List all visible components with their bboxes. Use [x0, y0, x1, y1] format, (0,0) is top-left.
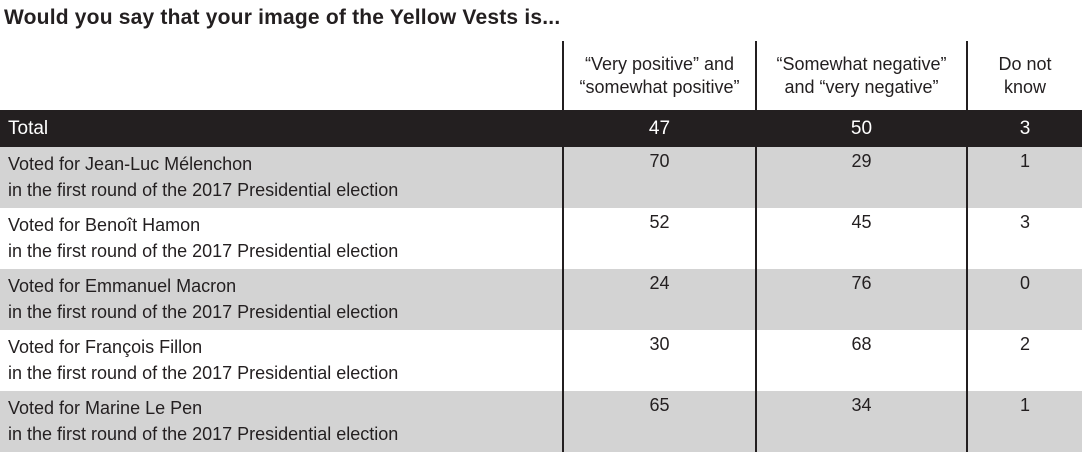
row-label-detail: in the first round of the 2017 President… [8, 424, 399, 444]
row-label-name: Voted for Jean-Luc Mélenchon [8, 154, 253, 174]
row-label-name: Voted for Benoît Hamon [8, 215, 201, 235]
row-label-detail: in the first round of the 2017 President… [8, 180, 399, 200]
column-header-positive-line2: “somewhat positive” [579, 76, 740, 97]
total-row: Total 47 50 3 [0, 110, 1082, 147]
negative-value: 34 [755, 391, 966, 452]
column-header-positive: “Very positive” and “somewhat positive” [562, 41, 755, 110]
column-header-positive-line1: “Very positive” and [584, 53, 735, 74]
positive-value: 52 [562, 208, 755, 269]
row-label: Voted for Emmanuel Macron in the first r… [0, 269, 562, 330]
row-label: Voted for François Fillon in the first r… [0, 330, 562, 391]
table-row-melenchon: Voted for Jean-Luc Mélenchon in the firs… [0, 147, 1082, 208]
row-label-detail: in the first round of the 2017 President… [8, 363, 399, 383]
row-label-name: Voted for François Fillon [8, 337, 203, 357]
header-spacer [0, 41, 562, 110]
dontknow-value: 1 [966, 391, 1082, 452]
positive-value: 24 [562, 269, 755, 330]
row-label-name: Voted for Marine Le Pen [8, 398, 203, 418]
table-row-macron: Voted for Emmanuel Macron in the first r… [0, 269, 1082, 330]
row-label: Voted for Jean-Luc Mélenchon in the firs… [0, 147, 562, 208]
positive-value: 70 [562, 147, 755, 208]
column-header-negative-line1: “Somewhat negative” [776, 53, 947, 74]
dontknow-value: 0 [966, 269, 1082, 330]
negative-value: 29 [755, 147, 966, 208]
dontknow-value: 3 [966, 208, 1082, 269]
table-row-fillon: Voted for François Fillon in the first r… [0, 330, 1082, 391]
total-positive-value: 47 [562, 110, 755, 147]
table-row-hamon: Voted for Benoît Hamon in the first roun… [0, 208, 1082, 269]
dontknow-value: 2 [966, 330, 1082, 391]
row-label-detail: in the first round of the 2017 President… [8, 241, 399, 261]
row-label: Voted for Benoît Hamon in the first roun… [0, 208, 562, 269]
row-label-name: Voted for Emmanuel Macron [8, 276, 237, 296]
table-header-row: “Very positive” and “somewhat positive” … [0, 41, 1082, 110]
negative-value: 45 [755, 208, 966, 269]
negative-value: 76 [755, 269, 966, 330]
row-label: Voted for Marine Le Pen in the first rou… [0, 391, 562, 452]
dontknow-value: 1 [966, 147, 1082, 208]
column-header-negative: “Somewhat negative” and “very negative” [755, 41, 966, 110]
total-dontknow-value: 3 [966, 110, 1082, 147]
total-negative-value: 50 [755, 110, 966, 147]
positive-value: 30 [562, 330, 755, 391]
total-row-label: Total [8, 117, 49, 139]
table-row-lepen: Voted for Marine Le Pen in the first rou… [0, 391, 1082, 452]
negative-value: 68 [755, 330, 966, 391]
column-header-dontknow: Do not know [966, 41, 1082, 110]
column-header-negative-line2: and “very negative” [784, 76, 939, 97]
row-label-detail: in the first round of the 2017 President… [8, 302, 399, 322]
column-header-dontknow-line1: Do not [998, 53, 1052, 74]
column-header-dontknow-line2: know [1003, 76, 1047, 97]
question-title: Would you say that your image of the Yel… [4, 6, 561, 29]
positive-value: 65 [562, 391, 755, 452]
